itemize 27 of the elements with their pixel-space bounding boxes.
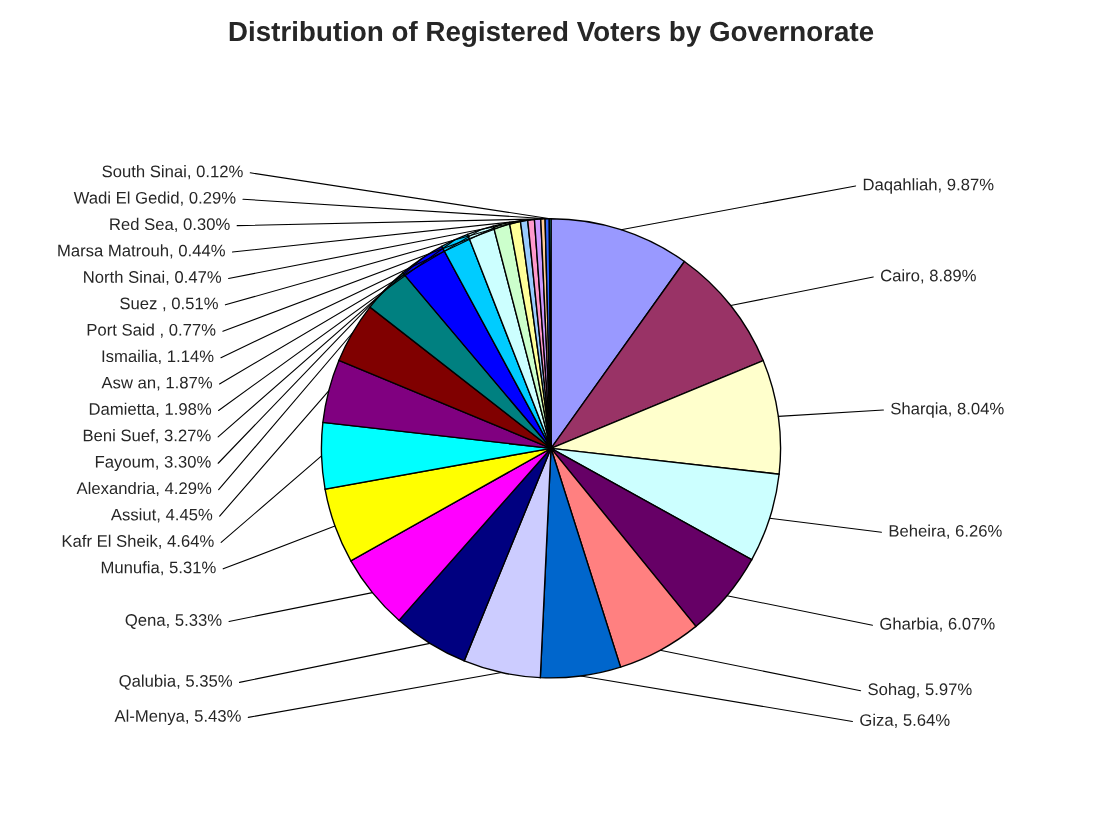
slice-label: Cairo, 8.89% — [880, 269, 976, 284]
slice-label: South Sinai, 0.12% — [102, 165, 243, 180]
chart-title: Distribution of Registered Voters by Governorate — [229, 20, 874, 47]
slice-label: Beni Suef, 3.27% — [83, 429, 211, 444]
slice-label: Red Sea, 0.30% — [110, 217, 230, 233]
slice-label: North Sinai, 0.47% — [84, 270, 222, 285]
slice-label: Sharqia, 8.04% — [891, 402, 1004, 418]
slice-label: Beheira, 6.26% — [889, 524, 1002, 539]
slice-label: Daqahliah, 9.87% — [863, 178, 994, 194]
slice-label: Qena, 5.33% — [125, 614, 222, 629]
slice-label: Al-Menya, 5.43% — [114, 709, 241, 726]
slice-label: Munufia, 5.31% — [101, 561, 216, 576]
slice-label: Assiut, 4.45% — [110, 508, 213, 523]
slice-label: Qalubia, 5.35% — [119, 674, 233, 690]
slice-label: Marsa Matrouh, 0.44% — [58, 244, 225, 259]
slice-label: Suez , 0.51% — [120, 297, 218, 312]
slice-label: Giza, 5.64% — [860, 713, 950, 728]
slice-label: Port Said , 0.77% — [87, 323, 216, 338]
slice-label: Kafr El Sheik, 4.64% — [62, 534, 214, 549]
slice-label: Fayoum, 3.30% — [95, 455, 211, 472]
slice-label: Alexandria, 4.29% — [76, 481, 212, 497]
slice-label: Wadi El Gedid, 0.29% — [73, 191, 236, 206]
slice-label: Ismailia, 1.14% — [102, 349, 214, 365]
slice-label: Gharbia, 6.07% — [880, 617, 995, 632]
slice-label: Damietta, 1.98% — [89, 402, 212, 417]
slice-label: Sohag, 5.97% — [868, 682, 972, 699]
slice-label: Asw an, 1.87% — [101, 376, 213, 391]
